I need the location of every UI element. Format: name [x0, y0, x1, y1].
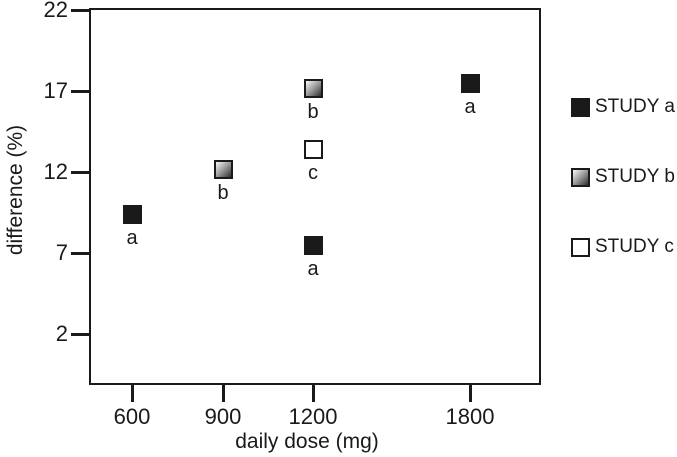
point-label-study-a: a — [126, 227, 138, 250]
y-axis-title: difference (%) — [4, 124, 27, 256]
x-tick-label: 1200 — [288, 404, 338, 429]
data-point-marker-study-a — [123, 205, 142, 225]
x-tick-label: 900 — [204, 404, 242, 429]
x-tick-label: 1800 — [445, 404, 495, 429]
y-tick-label: 22 — [43, 0, 68, 22]
x-tick-mark — [312, 385, 315, 402]
x-tick-label: 600 — [113, 404, 151, 429]
y-tick-mark — [71, 252, 90, 255]
data-point-marker-study-b — [214, 159, 233, 179]
x-axis-title: daily dose (mg) — [235, 430, 379, 453]
data-point-marker-study-b — [304, 78, 323, 98]
point-label-study-b: b — [217, 181, 229, 204]
y-tick-label: 7 — [55, 240, 68, 265]
data-point-marker-study-c — [304, 140, 323, 160]
y-tick-mark — [71, 333, 90, 336]
y-tick-label: 12 — [43, 159, 68, 184]
legend-label-study-c: STUDY c — [595, 236, 674, 257]
y-tick-label: 17 — [43, 78, 68, 103]
y-tick-label: 2 — [55, 321, 68, 346]
point-label-study-c: c — [308, 162, 318, 185]
x-tick-mark — [131, 385, 134, 402]
legend-item-study-c: STUDY c — [571, 236, 674, 258]
point-label-study-a: a — [464, 95, 476, 118]
legend-label-study-b: STUDY b — [595, 166, 675, 187]
x-tick-mark — [469, 385, 472, 402]
data-point-marker-study-a — [304, 235, 323, 255]
legend-swatch-study-c — [571, 237, 590, 257]
legend-item-study-b: STUDY b — [571, 166, 675, 188]
legend-label-study-a: STUDY a — [595, 96, 675, 117]
point-label-study-b: b — [307, 100, 319, 123]
legend-swatch-study-b — [571, 167, 590, 187]
x-tick-mark — [222, 385, 225, 402]
point-label-study-a: a — [307, 257, 319, 280]
legend-swatch-study-a — [571, 97, 590, 117]
legend-item-study-a: STUDY a — [571, 96, 675, 118]
y-tick-mark — [71, 90, 90, 93]
y-tick-mark — [71, 9, 90, 12]
y-tick-mark — [71, 171, 90, 174]
data-point-marker-study-a — [461, 73, 480, 93]
plot-area — [89, 8, 541, 385]
